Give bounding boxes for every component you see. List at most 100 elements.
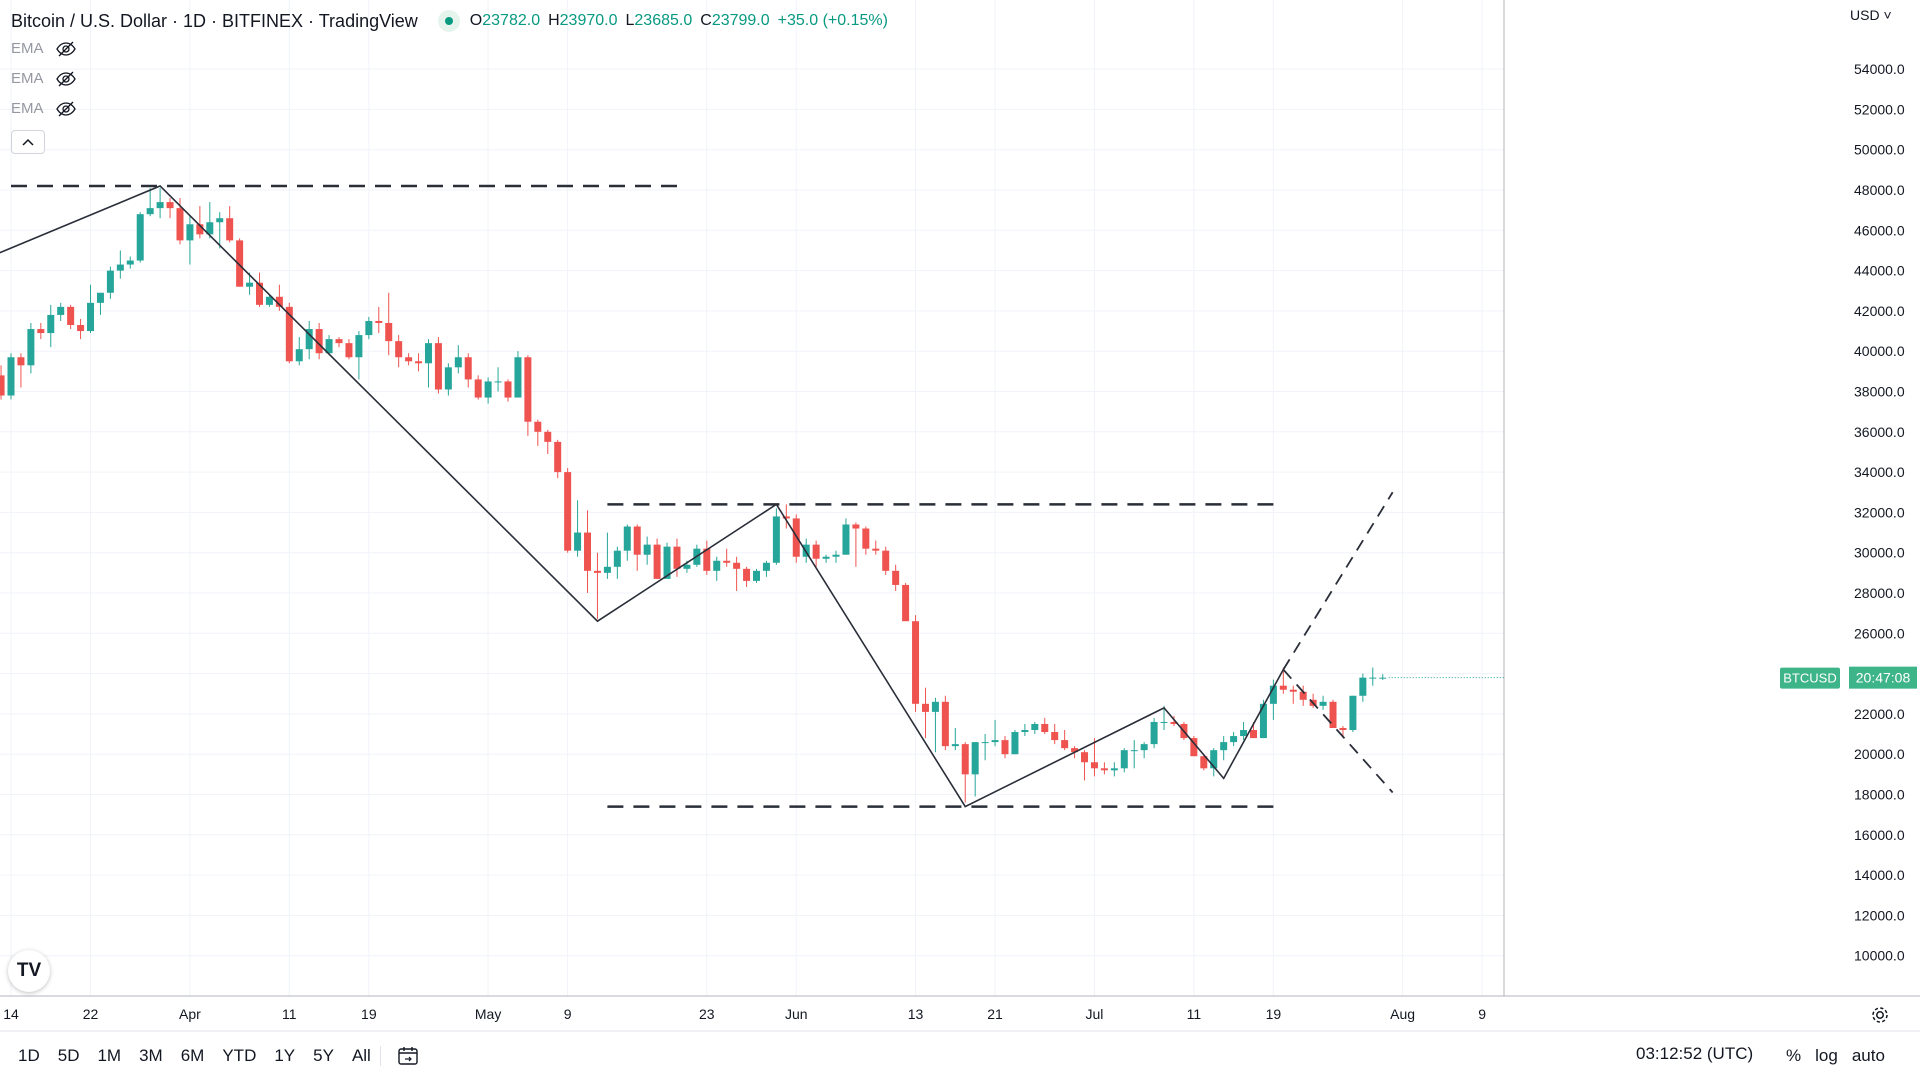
candle-up <box>1359 673 1367 702</box>
candle-up <box>206 202 214 239</box>
price-tick-label: 32000.0 <box>1854 504 1905 520</box>
candle-body <box>703 548 711 571</box>
candle-body <box>1081 752 1089 763</box>
candle-down <box>534 419 542 446</box>
price-tick-label: 30000.0 <box>1854 545 1905 561</box>
candle-body <box>335 339 343 344</box>
candle-body <box>176 208 184 241</box>
time-tick-label: 21 <box>987 1006 1003 1022</box>
candle-up <box>246 272 254 295</box>
eye-off-icon[interactable] <box>55 101 76 117</box>
low-value: 23685.0 <box>634 12 693 29</box>
candle-up <box>444 363 452 396</box>
percent-scale-button[interactable]: % <box>1786 1046 1802 1065</box>
candle-down <box>1299 685 1307 706</box>
time-tick-label: 13 <box>908 1006 924 1022</box>
candle-body <box>295 349 303 362</box>
candle-down <box>554 439 562 479</box>
candle-up <box>1110 762 1118 777</box>
date-range-button[interactable] <box>394 1043 422 1069</box>
projection-line <box>1282 491 1394 671</box>
candle-body <box>77 325 85 332</box>
candle-body <box>1130 750 1138 752</box>
candle-body <box>1240 730 1248 737</box>
candle-up <box>951 728 959 751</box>
candle-up <box>574 500 582 557</box>
candle-up <box>186 216 194 265</box>
candle-up <box>842 518 850 555</box>
ticker-tag-bg <box>1780 667 1840 689</box>
price-tick-label: 52000.0 <box>1854 101 1905 117</box>
eye-off-icon[interactable] <box>55 41 76 57</box>
price-tick-label: 16000.0 <box>1854 827 1905 843</box>
range-5y-button[interactable]: 5Y <box>313 1046 334 1065</box>
candle-body <box>593 570 601 573</box>
time-tick-label: 22 <box>83 1006 99 1022</box>
price-tick-label: 42000.0 <box>1854 303 1905 319</box>
range-3m-button[interactable]: 3M <box>139 1046 163 1065</box>
eye-off-icon[interactable] <box>55 71 76 87</box>
indicator-ema-2[interactable]: EMA <box>11 70 76 87</box>
candle-down <box>733 556 741 591</box>
candle-body <box>772 516 780 563</box>
calendar-range-icon <box>398 1047 418 1065</box>
candle-up <box>643 536 651 565</box>
candle-down <box>385 292 393 356</box>
time-tick-label: 11 <box>282 1006 297 1022</box>
toolbar-divider <box>380 1046 381 1066</box>
price-tick-label: 50000.0 <box>1854 142 1905 158</box>
time-tick-label: 9 <box>1478 1006 1486 1022</box>
candle-body <box>275 296 283 307</box>
range-1y-button[interactable]: 1Y <box>274 1046 296 1065</box>
symbol-title[interactable]: Bitcoin / U.S. Dollar · 1D · BITFINEX · … <box>11 10 418 31</box>
candle-body <box>971 742 979 775</box>
candle-down <box>196 206 204 239</box>
candle-body <box>514 357 522 398</box>
chart-settings-button[interactable] <box>1866 1001 1894 1029</box>
utc-clock[interactable]: 03:12:52 (UTC) <box>1636 1044 1754 1063</box>
candle-body <box>1071 748 1079 753</box>
range-6m-button[interactable]: 6M <box>180 1046 205 1065</box>
candle-down <box>226 206 234 243</box>
change-value: +35.0 (+0.15%) <box>777 12 888 29</box>
candlestick-series <box>0 187 1387 803</box>
time-tick-label: 11 <box>1187 1006 1202 1022</box>
auto-scale-button[interactable]: auto <box>1851 1046 1885 1065</box>
price-tick-label: 12000.0 <box>1854 907 1905 923</box>
candle-body <box>1120 750 1128 769</box>
candle-body <box>345 343 353 358</box>
candle-body <box>912 621 920 704</box>
candle-up <box>772 508 780 565</box>
candle-body <box>156 202 164 209</box>
collapse-legend-button[interactable] <box>11 130 45 154</box>
candle-body <box>196 224 204 235</box>
candle-body <box>474 379 482 398</box>
price-tick-label: 20000.0 <box>1854 746 1905 762</box>
indicator-ema-1[interactable]: EMA <box>11 40 76 57</box>
indicator-ema-3[interactable]: EMA <box>11 100 76 117</box>
candle-down <box>544 429 552 454</box>
price-tick-label: 14000.0 <box>1854 867 1905 883</box>
scale-options: % log auto <box>1786 1032 1885 1080</box>
chart-axes: 54000.0 52000.0 50000.0 48000.0 46000.0 44000… <box>0 0 1920 1032</box>
range-ytd-button[interactable]: YTD <box>222 1046 257 1065</box>
projection-line <box>1282 668 1394 794</box>
range-1m-button[interactable]: 1M <box>97 1046 122 1065</box>
candle-up <box>663 542 671 579</box>
candle-body <box>166 202 174 209</box>
range-1d-button[interactable]: 1D <box>18 1046 40 1065</box>
candle-body <box>733 562 741 569</box>
log-scale-button[interactable]: log <box>1815 1046 1838 1065</box>
currency-selector[interactable]: USD ˅ <box>1850 7 1892 23</box>
candle-body <box>1021 730 1029 733</box>
candle-body <box>1329 701 1337 729</box>
range-5d-button[interactable]: 5D <box>57 1046 80 1065</box>
candle-up <box>295 337 303 366</box>
time-tick-label: Jun <box>785 1006 808 1022</box>
price-tick-label: 48000.0 <box>1854 182 1905 198</box>
candle-up <box>27 322 35 374</box>
tradingview-logo[interactable]: TV <box>8 950 50 992</box>
candle-up <box>971 742 979 797</box>
range-all-button[interactable]: All <box>351 1046 371 1065</box>
